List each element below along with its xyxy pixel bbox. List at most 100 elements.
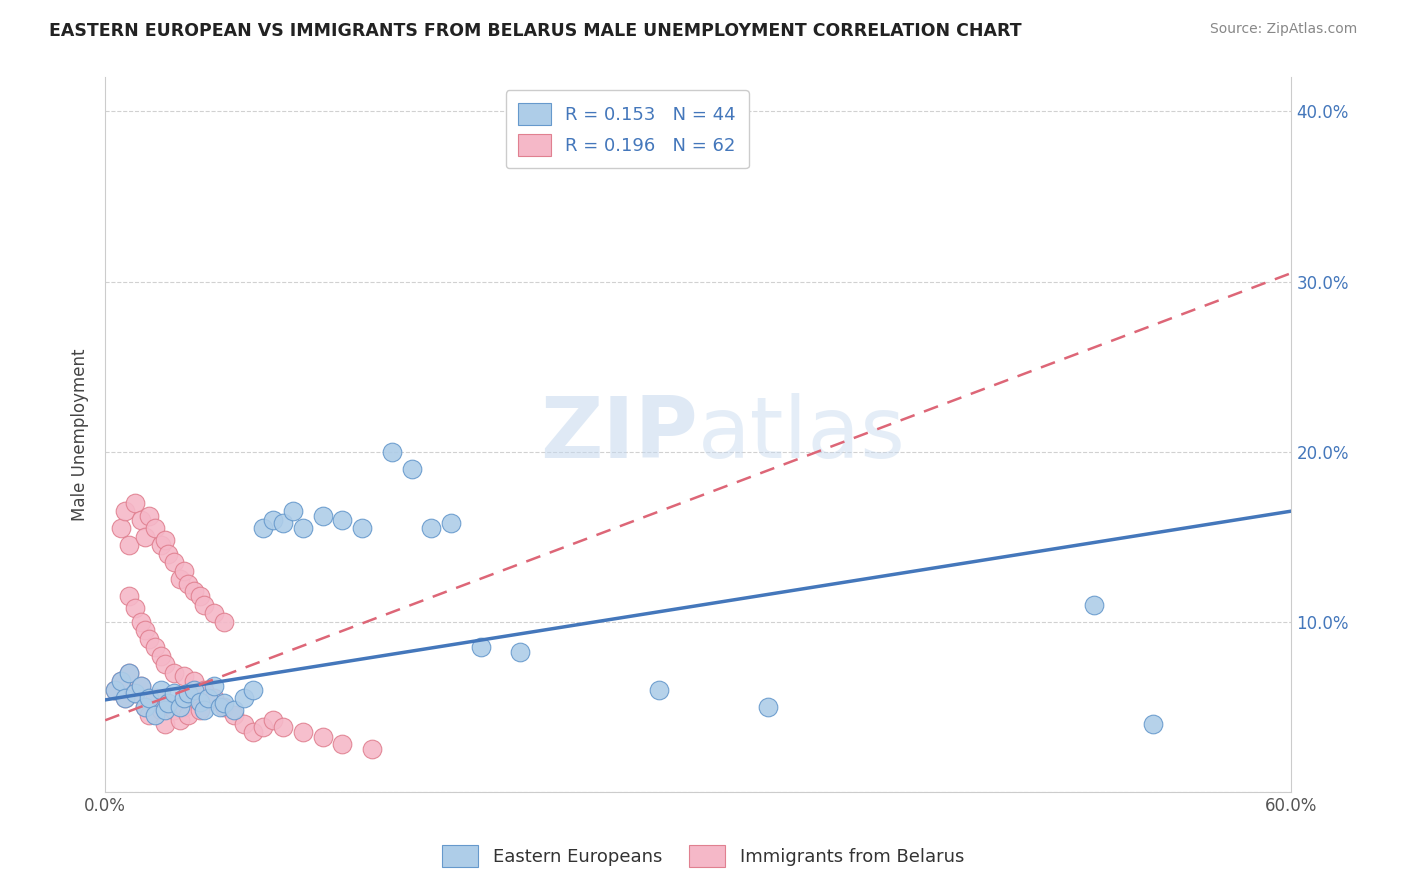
Point [169,713,191,727]
Point [153,703,176,717]
Point [129,679,152,693]
Point [1142,716,1164,731]
Point [143,521,166,535]
Point [332,737,354,751]
Point [183,682,205,697]
Point [401,461,423,475]
Point [271,720,294,734]
Point [361,742,384,756]
Text: Source: ZipAtlas.com: Source: ZipAtlas.com [1209,22,1357,37]
Point [312,509,335,524]
Point [104,682,127,697]
Point [648,682,671,697]
Point [212,615,235,629]
Point [134,530,156,544]
Point [163,703,186,717]
Point [138,691,160,706]
Point [242,682,264,697]
Point [124,601,146,615]
Point [232,716,254,731]
Point [118,665,141,680]
Point [124,686,146,700]
Point [169,699,191,714]
Point [149,703,172,717]
Point [193,598,215,612]
Point [118,665,141,680]
Point [124,495,146,509]
Point [149,682,172,697]
Point [188,589,211,603]
Point [183,584,205,599]
Point [143,708,166,723]
Point [183,674,205,689]
Point [202,606,225,620]
Point [134,623,156,637]
Point [153,657,176,672]
Point [157,696,180,710]
Point [134,699,156,714]
Point [212,696,235,710]
Point [169,572,191,586]
Point [129,615,152,629]
Point [173,691,195,706]
Point [222,703,245,717]
Point [163,555,186,569]
Point [202,691,225,706]
Point [312,731,335,745]
Point [114,504,136,518]
Point [188,703,211,717]
Point [271,516,294,530]
Point [173,564,195,578]
Point [262,513,284,527]
Point [177,686,200,700]
Point [134,699,156,714]
Point [114,691,136,706]
Point [118,589,141,603]
Point [381,444,404,458]
Point [173,699,195,714]
Point [143,691,166,706]
Text: atlas: atlas [699,393,907,476]
Point [104,682,127,697]
Point [291,521,314,535]
Point [470,640,492,655]
Point [138,632,160,646]
Point [183,691,205,706]
Point [124,686,146,700]
Point [208,699,231,714]
Point [420,521,443,535]
Point [252,521,274,535]
Point [440,516,463,530]
Point [163,686,186,700]
Point [157,547,180,561]
Point [110,674,132,689]
Legend: Eastern Europeans, Immigrants from Belarus: Eastern Europeans, Immigrants from Belar… [434,838,972,874]
Point [197,691,219,706]
Point [110,521,132,535]
Point [332,513,354,527]
Text: EASTERN EUROPEAN VS IMMIGRANTS FROM BELARUS MALE UNEMPLOYMENT CORRELATION CHART: EASTERN EUROPEAN VS IMMIGRANTS FROM BELA… [49,22,1022,40]
Point [173,669,195,683]
Point [114,691,136,706]
Point [138,509,160,524]
Text: ZIP: ZIP [540,393,699,476]
Point [153,716,176,731]
Point [110,674,132,689]
Point [118,538,141,552]
Point [281,504,304,518]
Point [129,679,152,693]
Point [188,695,211,709]
Point [756,699,779,714]
Point [149,648,172,663]
Point [222,708,245,723]
Point [291,725,314,739]
Legend: R = 0.153   N = 44, R = 0.196   N = 62: R = 0.153 N = 44, R = 0.196 N = 62 [506,90,748,169]
Point [509,645,531,659]
Point [143,640,166,655]
Point [1083,598,1105,612]
Point [212,699,235,714]
Point [153,533,176,547]
Point [202,679,225,693]
Point [138,708,160,723]
Point [177,577,200,591]
